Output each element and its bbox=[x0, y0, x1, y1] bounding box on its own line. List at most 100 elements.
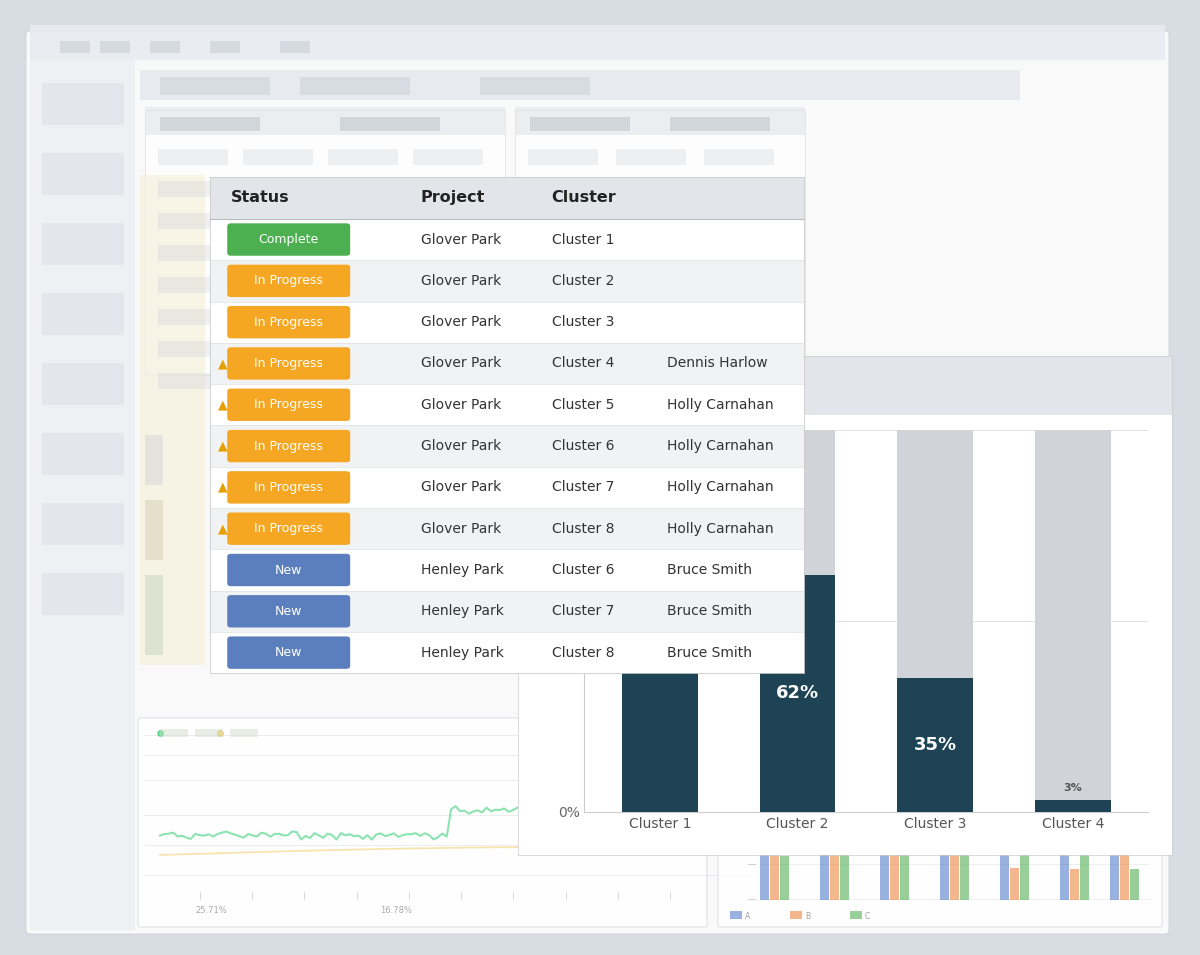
Text: Cluster 8: Cluster 8 bbox=[552, 521, 614, 536]
Bar bbox=[748, 864, 756, 865]
Bar bbox=[770, 778, 779, 900]
Bar bbox=[528, 373, 598, 389]
Bar bbox=[413, 373, 482, 389]
Bar bbox=[616, 149, 686, 165]
Bar bbox=[704, 213, 774, 229]
FancyBboxPatch shape bbox=[227, 223, 350, 256]
Text: Holly Carnahan: Holly Carnahan bbox=[667, 439, 774, 453]
Bar bbox=[158, 149, 228, 165]
Bar bbox=[100, 41, 130, 53]
Bar bbox=[145, 500, 163, 560]
Bar bbox=[960, 771, 970, 900]
Bar bbox=[1060, 818, 1069, 900]
Text: ▲: ▲ bbox=[218, 522, 228, 535]
FancyBboxPatch shape bbox=[227, 265, 350, 297]
Bar bbox=[616, 309, 686, 325]
Text: ▲: ▲ bbox=[218, 439, 228, 453]
Text: Holly Carnahan: Holly Carnahan bbox=[667, 398, 774, 412]
Bar bbox=[830, 810, 839, 900]
FancyBboxPatch shape bbox=[718, 718, 1162, 927]
Bar bbox=[140, 70, 1020, 100]
Bar bbox=[158, 309, 228, 325]
Bar bbox=[748, 829, 756, 830]
Text: Holly Carnahan: Holly Carnahan bbox=[667, 480, 774, 495]
Bar bbox=[616, 181, 686, 197]
Text: Complete: Complete bbox=[258, 233, 319, 246]
Bar bbox=[623, 430, 698, 812]
Bar bbox=[413, 181, 482, 197]
Bar bbox=[780, 856, 790, 900]
Text: Glover Park: Glover Park bbox=[421, 521, 502, 536]
Text: Bruce Smith: Bruce Smith bbox=[667, 563, 752, 577]
Bar bbox=[898, 678, 973, 812]
FancyBboxPatch shape bbox=[227, 513, 350, 545]
Bar bbox=[413, 213, 482, 229]
Bar bbox=[413, 149, 482, 165]
Bar bbox=[704, 277, 774, 293]
FancyBboxPatch shape bbox=[227, 595, 350, 627]
Bar bbox=[150, 41, 180, 53]
Bar bbox=[748, 759, 756, 760]
Bar bbox=[1110, 841, 1120, 900]
Bar bbox=[880, 788, 889, 900]
Bar bbox=[210, 260, 804, 302]
Bar bbox=[328, 149, 398, 165]
Bar bbox=[518, 356, 1172, 415]
Text: Bruce Smith: Bruce Smith bbox=[667, 605, 752, 618]
Bar bbox=[42, 83, 124, 125]
Text: In Progress: In Progress bbox=[254, 398, 323, 412]
Bar bbox=[60, 41, 90, 53]
Text: In Progress: In Progress bbox=[254, 316, 323, 329]
Bar bbox=[160, 77, 270, 95]
Text: New: New bbox=[275, 563, 302, 577]
Bar bbox=[30, 60, 134, 930]
Bar bbox=[616, 373, 686, 389]
Bar bbox=[1070, 869, 1079, 900]
Bar bbox=[760, 575, 835, 812]
Bar bbox=[940, 796, 949, 900]
Text: In Progress: In Progress bbox=[254, 357, 323, 370]
Bar bbox=[145, 110, 505, 375]
Bar bbox=[760, 864, 1150, 865]
FancyBboxPatch shape bbox=[26, 31, 1169, 934]
Bar bbox=[210, 302, 804, 343]
Text: In Progress: In Progress bbox=[254, 522, 323, 535]
Bar bbox=[42, 433, 124, 475]
Bar bbox=[42, 223, 124, 265]
Bar bbox=[158, 277, 228, 293]
Bar bbox=[328, 341, 398, 357]
Bar bbox=[840, 850, 850, 900]
Text: Cluster 7: Cluster 7 bbox=[552, 480, 614, 495]
Bar bbox=[210, 219, 804, 260]
Bar bbox=[194, 729, 223, 737]
Text: In Progress: In Progress bbox=[254, 439, 323, 453]
Text: Cluster 5: Cluster 5 bbox=[552, 398, 614, 412]
Text: Cluster: Cluster bbox=[552, 190, 617, 205]
Bar bbox=[242, 309, 313, 325]
Bar bbox=[242, 341, 313, 357]
Bar bbox=[160, 729, 188, 737]
Bar bbox=[616, 245, 686, 261]
Bar bbox=[1080, 783, 1090, 900]
Bar bbox=[616, 213, 686, 229]
Bar bbox=[210, 41, 240, 53]
Bar bbox=[242, 149, 313, 165]
Text: Status: Status bbox=[230, 190, 289, 205]
Bar bbox=[760, 899, 1150, 900]
Text: Glover Park: Glover Park bbox=[421, 274, 502, 287]
Bar bbox=[210, 508, 804, 549]
Bar bbox=[890, 784, 899, 900]
Text: Henley Park: Henley Park bbox=[421, 646, 504, 660]
Bar bbox=[413, 277, 482, 293]
Bar bbox=[140, 175, 205, 665]
Bar bbox=[528, 309, 598, 325]
Bar bbox=[340, 117, 440, 131]
Bar bbox=[242, 277, 313, 293]
Bar bbox=[720, 720, 1160, 745]
Bar bbox=[413, 245, 482, 261]
Bar bbox=[760, 819, 769, 900]
Bar bbox=[704, 373, 774, 389]
Bar bbox=[530, 117, 630, 131]
Bar bbox=[760, 794, 1150, 795]
Bar bbox=[898, 430, 973, 812]
